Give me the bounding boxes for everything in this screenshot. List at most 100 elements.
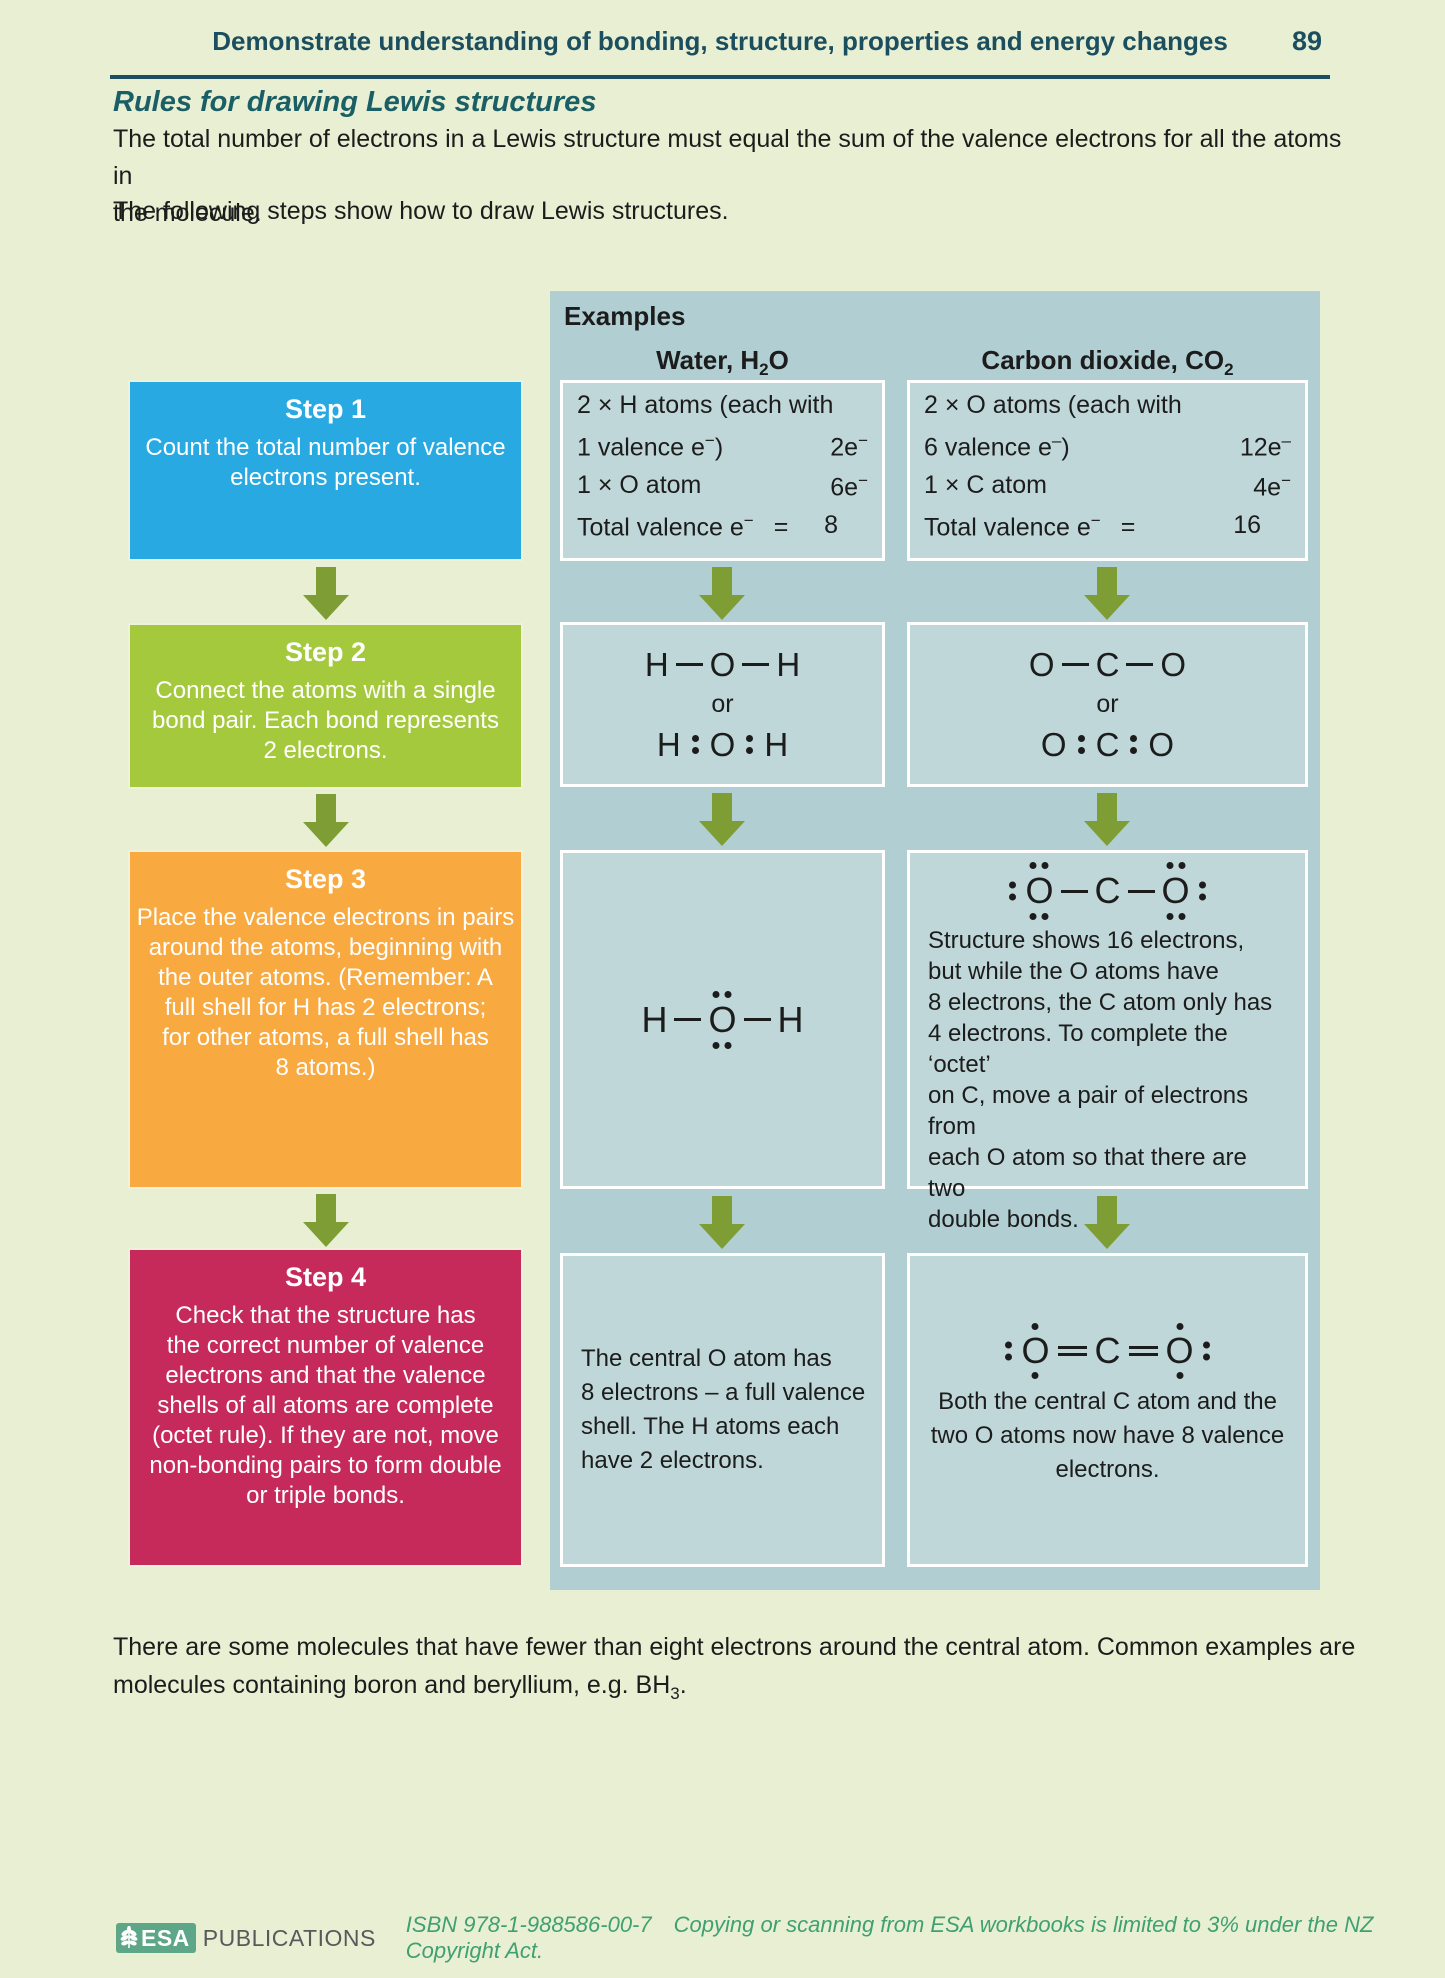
lone-pair: [1166, 862, 1185, 869]
water-step4-explanation: The central O atom has 8 electrons – a f…: [581, 1345, 866, 1474]
down-arrow-icon: [699, 567, 745, 620]
step-4-title: Step 4: [284, 1262, 367, 1292]
lone-pair: [1029, 913, 1049, 920]
step-4-text: Check that the structure has the correct…: [149, 1302, 502, 1509]
oxygen-with-lone-pairs: O: [1160, 862, 1206, 920]
water-final-box: The central O atom has 8 electrons – a f…: [560, 1253, 885, 1567]
lone-electron: [1176, 1372, 1183, 1379]
page-footer: ESA PUBLICATIONS ISBN 978-1-988586-00-7 C…: [116, 1912, 1445, 1963]
single-bond: [674, 1018, 702, 1021]
co2-valence-tally-box: 2 × O atoms (each with 6 valence e–) 12e…: [907, 380, 1308, 561]
closing-paragraph: There are some molecules that have fewer…: [113, 1633, 1356, 1703]
down-arrow-icon: [1084, 1196, 1130, 1249]
step-1-text: Count the total number of valence electr…: [145, 434, 506, 491]
single-bond: [675, 663, 703, 666]
down-arrow-icon: [1084, 567, 1130, 620]
lone-pair: [1166, 913, 1185, 920]
water-valence-tally-box: 2 × H atoms (each with 1 valence e−) 2e−…: [560, 380, 885, 561]
oxygen-with-lone-pairs: O: [1164, 1323, 1210, 1379]
lone-electron: [1031, 1323, 1039, 1330]
lone-pair: [1005, 1341, 1013, 1361]
page-number: 89: [1291, 26, 1322, 56]
publisher-name: PUBLICATIONS: [202, 1924, 376, 1951]
step-3-text: Place the valence electrons in pairs aro…: [136, 904, 515, 1081]
steps-lead-paragraph: The following steps show how to draw Lew…: [113, 197, 729, 225]
electron-pair: [1077, 735, 1085, 754]
fern-icon: [120, 1926, 138, 1948]
tally-row: 1 × C atom 4e−: [924, 471, 1291, 502]
down-arrow-icon: [1084, 793, 1130, 846]
esa-logo-text: ESA: [141, 1924, 190, 1951]
tally-row: 2 × O atoms (each with: [924, 391, 1182, 419]
tally-total-row: Total valence e− = 8: [577, 511, 838, 542]
flowchart-step-3: Step 3 Place the valence electrons in pa…: [128, 850, 523, 1189]
lone-pair: [1202, 1341, 1210, 1361]
tally-row: 6 valence e–) 12e–: [924, 431, 1291, 462]
tally-row: 1 × O atom 6e−: [577, 471, 868, 502]
double-bond: [1128, 1346, 1158, 1356]
co2-column-header: Carbon dioxide, CO2: [981, 345, 1234, 380]
step-2-title: Step 2: [284, 637, 367, 667]
single-bond: [1061, 663, 1089, 666]
double-bond: [1057, 1346, 1087, 1356]
electron-pair: [1130, 735, 1138, 754]
section-heading: Rules for drawing Lewis structures: [113, 86, 597, 118]
down-arrow-icon: [303, 1194, 349, 1247]
step-3-title: Step 3: [284, 864, 367, 894]
or-label: or: [1096, 690, 1119, 718]
single-bond: [1126, 663, 1154, 666]
lone-pair: [712, 990, 732, 998]
header-rule: [110, 75, 1330, 79]
copyright-notice: Copying or scanning from ESA workbooks i…: [405, 1912, 1374, 1963]
co2-step3-explanation: Structure shows 16 electrons, but while …: [928, 927, 1273, 1233]
lone-pair: [712, 1041, 732, 1049]
examples-panel: Examples Water, H2O Carbon dioxide, CO2 …: [550, 291, 1320, 1590]
down-arrow-icon: [699, 1196, 745, 1249]
step-2-text: Connect the atoms with a single bond pai…: [152, 677, 499, 764]
tally-row: 1 valence e−) 2e−: [577, 431, 868, 462]
chapter-title: Demonstrate understanding of bonding, st…: [212, 26, 1228, 56]
lone-pair: [1009, 881, 1017, 901]
oxygen-with-lone-pairs: O: [1005, 1323, 1051, 1379]
lone-pair: [1198, 881, 1206, 901]
page-header: Demonstrate understanding of bonding, st…: [110, 26, 1330, 64]
flowchart-step-2: Step 2 Connect the atoms with a single b…: [128, 623, 523, 789]
electron-pair: [691, 735, 699, 754]
down-arrow-icon: [303, 567, 349, 620]
water-column-header: Water, H2O: [656, 345, 789, 380]
lone-electron: [1031, 1372, 1039, 1379]
electron-pair: [746, 735, 754, 754]
lone-pair: [1029, 862, 1049, 869]
down-arrow-icon: [303, 794, 349, 847]
single-bond: [1127, 889, 1155, 893]
down-arrow-icon: [699, 793, 745, 846]
examples-heading: Examples: [564, 301, 686, 331]
isbn-copyright-line: ISBN 978-1-988586-00-7 Copying or scannin…: [406, 1912, 1445, 1964]
intro-paragraph: The total number of electrons in a Lewis…: [113, 125, 1342, 227]
flowchart-step-4: Step 4 Check that the structure has the …: [128, 1248, 523, 1567]
single-bond: [742, 663, 770, 666]
tally-row: 2 × H atoms (each with: [577, 391, 834, 419]
step-1-title: Step 1: [284, 394, 367, 424]
isbn: ISBN 978-1-988586-00-7: [405, 1912, 652, 1937]
single-bond: [743, 1018, 771, 1021]
single-bond: [1060, 889, 1088, 893]
oxygen-with-lone-pairs: O: [706, 990, 738, 1049]
lone-electron: [1176, 1323, 1183, 1330]
oxygen-with-lone-pairs: O: [1009, 862, 1055, 920]
flowchart-step-1: Step 1 Count the total number of valence…: [128, 380, 523, 561]
tally-total-row: Total valence e− = 16: [924, 511, 1261, 542]
